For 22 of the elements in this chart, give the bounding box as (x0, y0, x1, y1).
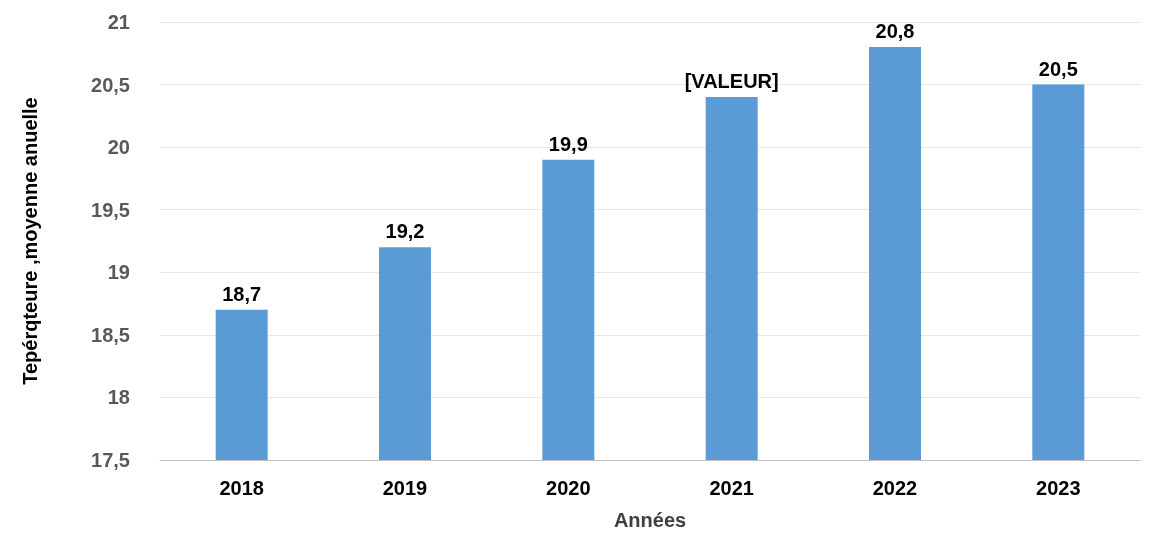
x-tick-label: 2022 (872, 477, 918, 499)
data-label: 19,2 (385, 220, 425, 243)
y-axis-title: Tepérqteure ,moyenne anuelle (19, 97, 41, 385)
x-tick-label: 2023 (1036, 477, 1081, 499)
data-label: 20,8 (875, 20, 915, 43)
x-axis-title: Années (613, 509, 687, 531)
data-label: [VALEUR] (684, 70, 779, 93)
data-label: 18,7 (222, 282, 262, 305)
y-tick-label: 18,5 (91, 323, 130, 346)
y-tick-label: 17,5 (91, 449, 130, 471)
data-label: 20,5 (1038, 57, 1078, 80)
y-tick-label: 21 (107, 11, 130, 33)
y-tick-label: 20,5 (91, 73, 130, 96)
y-tick-label: 20 (107, 136, 130, 159)
data-label: 19,9 (548, 132, 588, 155)
y-tick-label: 18 (107, 386, 130, 409)
x-tick-label: 2020 (546, 477, 591, 499)
y-tick-label: 19,5 (91, 198, 130, 221)
y-tick-label: 19 (107, 261, 130, 284)
x-tick-label: 2018 (219, 477, 264, 499)
x-tick-label: 2021 (709, 477, 754, 499)
x-tick-label: 2019 (382, 477, 428, 499)
